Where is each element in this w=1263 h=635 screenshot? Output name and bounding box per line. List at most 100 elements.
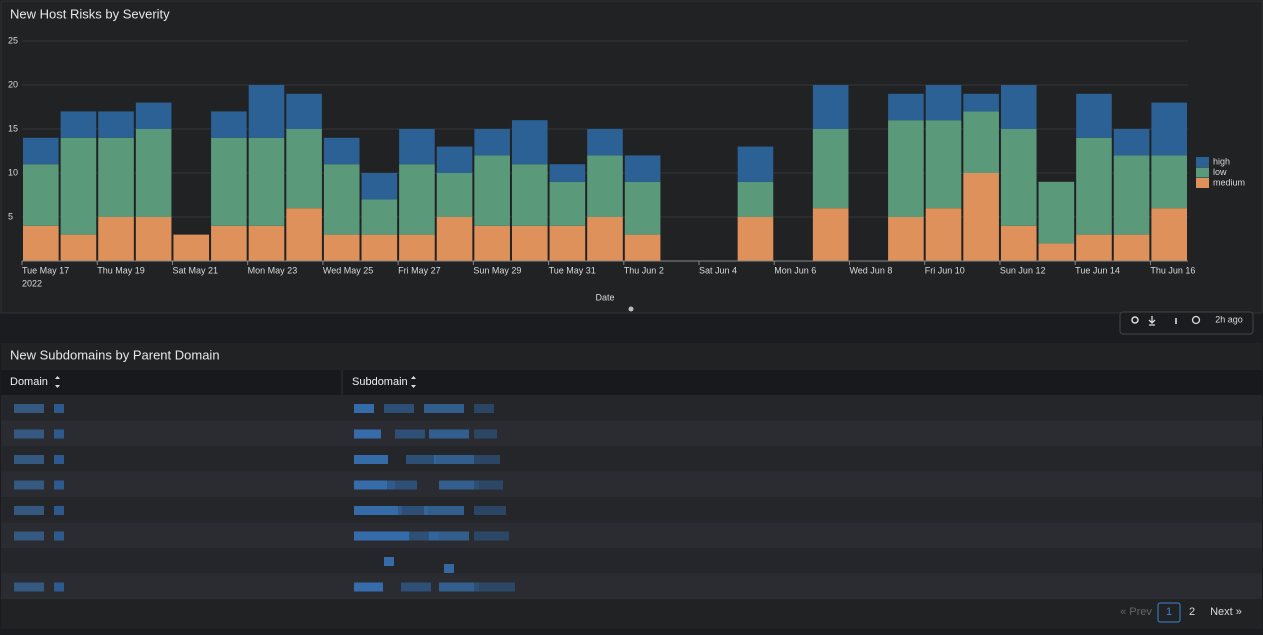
table-row	[1, 522, 1262, 548]
blurred-text	[54, 582, 64, 592]
bar-segment	[211, 225, 247, 261]
bar-segment	[1038, 243, 1075, 261]
download-icon[interactable]	[1148, 316, 1156, 326]
bar-segment	[511, 120, 548, 165]
toolbar: 2h ago	[1119, 311, 1254, 335]
x-tick-label: Sat May 21	[172, 265, 218, 275]
x-tick-label: Fri May 27	[398, 265, 441, 275]
x-tick-label: Tue May 17	[22, 265, 69, 275]
blurred-text	[354, 455, 388, 464]
bar-segment	[624, 155, 661, 182]
bar-segment	[286, 208, 322, 261]
resize-handle[interactable]	[628, 306, 634, 312]
bar-segment	[888, 93, 924, 121]
page-current[interactable]	[1157, 602, 1181, 623]
bar-segment	[925, 120, 962, 209]
bar-segment	[963, 93, 999, 112]
bar-segment	[361, 173, 398, 200]
bar-segment	[323, 164, 360, 235]
bar-segment	[399, 129, 435, 165]
bar-segment	[624, 181, 661, 235]
bar-segment	[135, 217, 172, 261]
bar-segment	[1000, 129, 1037, 226]
x-tick-label: Wed May 25	[323, 265, 373, 275]
bar-segment	[587, 129, 623, 156]
x-tick-label: Sun May 29	[473, 265, 521, 275]
column-header[interactable]: Subdomain	[352, 376, 408, 388]
x-axis-title: Date	[595, 292, 614, 302]
blurred-text	[354, 531, 409, 541]
bar-segment	[963, 111, 999, 173]
bar-segment	[549, 164, 586, 182]
bar-segment	[1151, 155, 1187, 209]
bar-segment	[511, 164, 548, 226]
bar-segment	[98, 217, 134, 261]
panel-title: New Host Risks by Severity	[10, 6, 170, 21]
bar-segment	[549, 181, 586, 226]
table-row	[1, 497, 1262, 523]
next-link[interactable]: Next »	[1210, 606, 1242, 618]
column-header[interactable]: Domain	[10, 376, 48, 388]
bar-segment	[98, 137, 134, 217]
x-tick-label: Sun Jun 12	[1000, 265, 1046, 275]
bar-segment	[60, 137, 97, 235]
blurred-text	[354, 429, 381, 439]
blurred-text	[434, 455, 474, 464]
bar-segment	[474, 155, 510, 226]
blurred-text	[474, 480, 503, 490]
sort-icon[interactable]	[55, 376, 60, 388]
blurred-text	[474, 506, 506, 515]
blurred-text	[354, 480, 395, 490]
bar-segment	[963, 173, 999, 261]
bar-segment	[1151, 208, 1187, 261]
table-row	[1, 446, 1262, 472]
bar-segment	[737, 181, 774, 217]
refresh-time: 2h ago	[1215, 314, 1243, 324]
bar-segment	[23, 137, 59, 165]
bar-segment	[135, 102, 172, 129]
page-number[interactable]: 2	[1189, 606, 1195, 618]
x-tick-label: Thu Jun 2	[624, 265, 664, 275]
blurred-text	[14, 455, 44, 464]
y-tick-label: 25	[8, 35, 18, 45]
blurred-text	[14, 531, 44, 541]
search-icon[interactable]	[1131, 316, 1139, 324]
legend-label: medium	[1213, 177, 1245, 187]
refresh-icon[interactable]	[1191, 315, 1201, 325]
x-tick-label: Sat Jun 4	[699, 265, 737, 275]
y-tick-label: 5	[8, 211, 13, 221]
table-row	[1, 395, 1262, 421]
bar-segment	[587, 217, 623, 261]
legend-swatch	[1196, 157, 1209, 167]
blurred-text	[354, 404, 374, 413]
blurred-text	[474, 455, 500, 464]
x-tick-label: Mon Jun 6	[774, 265, 816, 275]
bar-segment	[1000, 85, 1037, 129]
bar-segment	[60, 234, 97, 261]
x-tick-label: Mon May 23	[248, 265, 298, 275]
legend-swatch	[1196, 178, 1209, 188]
panel-title: New Subdomains by Parent Domain	[10, 347, 220, 362]
bar-segment	[737, 146, 774, 182]
bar-segment	[323, 137, 360, 165]
sort-icon[interactable]	[411, 376, 416, 388]
blurred-text	[14, 480, 44, 490]
bar-segment	[888, 217, 924, 261]
x-tick-label: Tue Jun 14	[1075, 265, 1120, 275]
bar-segment	[361, 199, 398, 235]
bar-segment	[1113, 155, 1150, 235]
table-rows	[1, 395, 1262, 599]
bar-segment	[248, 85, 285, 138]
blurred-text	[444, 564, 454, 573]
bar-segment	[1151, 102, 1187, 156]
blurred-text	[398, 506, 428, 515]
blurred-text	[384, 557, 394, 566]
bar-segment	[436, 217, 473, 261]
page-number[interactable]: 1	[1166, 606, 1172, 618]
blurred-text	[474, 404, 494, 413]
x-tick-label: Tue May 31	[549, 265, 596, 275]
bar-segment	[737, 217, 774, 261]
legend-label: low	[1213, 167, 1227, 177]
bar-segment	[1076, 137, 1112, 235]
